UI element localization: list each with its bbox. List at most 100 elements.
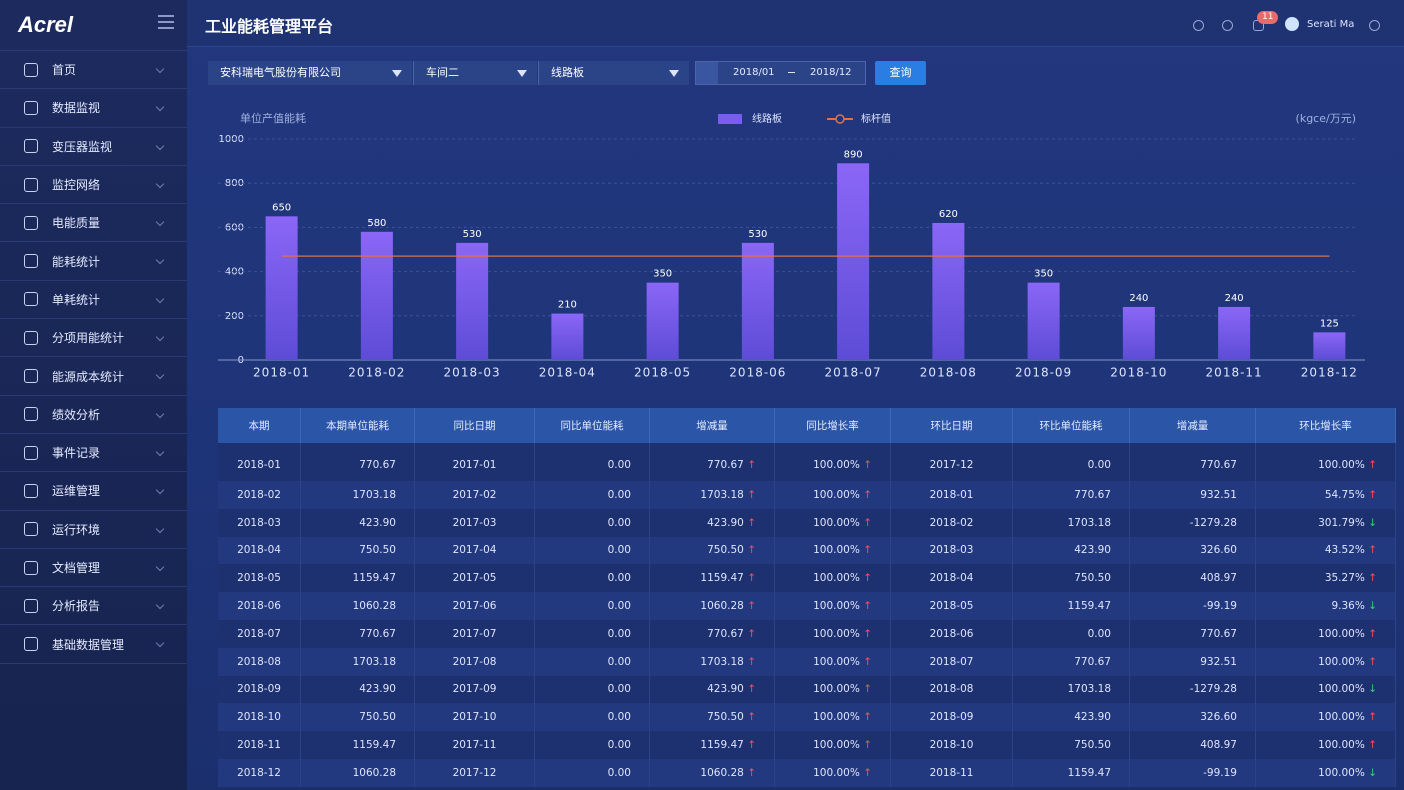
cell-text: 1159.47 ↑ bbox=[700, 572, 756, 585]
x-tick-label: 2018-07 bbox=[825, 366, 882, 380]
menu-item[interactable]: 能耗统计 bbox=[0, 242, 187, 281]
calendar-icon bbox=[696, 62, 718, 84]
menu-item[interactable]: 单耗统计 bbox=[0, 281, 187, 320]
cell-text: 2018-12 bbox=[237, 766, 281, 779]
data-label: 210 bbox=[558, 300, 577, 311]
cell-text: 2017-05 bbox=[452, 572, 497, 585]
table-cell: 2018-01 bbox=[890, 481, 1013, 509]
date-to: 2018/12 bbox=[810, 67, 852, 78]
menu-item[interactable]: 绩效分析 bbox=[0, 396, 187, 434]
menu-label: 运维管理 bbox=[52, 484, 101, 499]
cell-text: 2018-06 bbox=[237, 600, 281, 613]
table-cell: 9.36% ↓ bbox=[1255, 592, 1396, 620]
cell-text: 2017-02 bbox=[452, 488, 497, 501]
table-cell: 1703.18 bbox=[1012, 508, 1130, 537]
table-cell: 2018-03 bbox=[890, 536, 1013, 565]
table-cell: 423.90 bbox=[1012, 536, 1130, 565]
table-row: 2018-05 1159.47 2017-05 0.00 1159.47 ↑ 100.00… bbox=[218, 564, 1396, 593]
cell-text: 0.00 bbox=[607, 627, 631, 640]
table-cell: 326.60 bbox=[1129, 703, 1256, 732]
menu-item[interactable]: 运行环境 bbox=[0, 511, 187, 549]
table-cell: 0.00 bbox=[534, 481, 650, 509]
search-icon[interactable] bbox=[1193, 20, 1204, 31]
cell-text: 770.67 ↑ bbox=[707, 627, 756, 640]
menu-item[interactable]: 事件记录 bbox=[0, 434, 187, 473]
table-cell: 1159.47 bbox=[300, 564, 415, 593]
table-cell: 2018-02 bbox=[890, 508, 1013, 537]
menu-item[interactable]: 电能质量 bbox=[0, 204, 187, 243]
cell-text: 2017-01 bbox=[452, 459, 497, 471]
menu-icon bbox=[24, 637, 38, 652]
menu-item[interactable]: 变压器监视 bbox=[0, 128, 187, 166]
cell-text: 2018-08 bbox=[929, 683, 974, 696]
menu-item[interactable]: 文档管理 bbox=[0, 549, 187, 588]
cell-text: 750.50 bbox=[1074, 739, 1111, 752]
column-header: 同比增长率 bbox=[774, 408, 891, 443]
data-label: 620 bbox=[939, 209, 958, 220]
table-cell: 2017-12 bbox=[890, 443, 1013, 481]
line-select[interactable]: 线路板 bbox=[538, 61, 689, 85]
date-range[interactable]: 2018/01 2018/12 bbox=[695, 61, 866, 85]
menu-toggle[interactable] bbox=[158, 15, 174, 29]
table-cell: 2017-12 bbox=[414, 758, 535, 787]
cell-text: 2017-06 bbox=[452, 600, 497, 613]
cell-text: 100.00% ↑ bbox=[813, 766, 872, 779]
cell-text: 423.90 bbox=[1074, 544, 1111, 557]
cell-text: 770.67 bbox=[1074, 488, 1111, 501]
cell-text: 1159.47 bbox=[1067, 766, 1111, 779]
table-cell: 2018-06 bbox=[218, 592, 301, 620]
table-cell: 2018-05 bbox=[890, 592, 1013, 620]
table-row: 2018-11 1159.47 2017-11 0.00 1159.47 ↑ 100.00… bbox=[218, 731, 1396, 759]
cell-text: 423.90 ↑ bbox=[707, 516, 756, 529]
menu-item[interactable]: 运维管理 bbox=[0, 472, 187, 511]
cell-text: 0.00 bbox=[607, 739, 631, 752]
table-cell: 0.00 bbox=[534, 592, 650, 620]
cell-text: 0.00 bbox=[1087, 627, 1111, 640]
x-tick-label: 2018-05 bbox=[634, 366, 691, 380]
menu-item[interactable]: 能源成本统计 bbox=[0, 357, 187, 396]
avatar[interactable] bbox=[1285, 17, 1299, 31]
table-cell: 750.50 ↑ bbox=[649, 536, 775, 565]
menu-item[interactable]: 监控网络 bbox=[0, 166, 187, 205]
table-cell: 2017-07 bbox=[414, 619, 535, 648]
table-cell: 423.90 bbox=[1012, 703, 1130, 732]
table-cell: 770.67 bbox=[1129, 443, 1256, 481]
help-icon[interactable] bbox=[1222, 20, 1233, 31]
cell-text: -1279.28 bbox=[1189, 516, 1237, 529]
menu-icon bbox=[24, 330, 38, 345]
company-select[interactable]: 安科瑞电气股份有限公司 bbox=[208, 61, 412, 85]
table-cell: 0.00 bbox=[1012, 443, 1130, 481]
query-button[interactable]: 查询 bbox=[875, 61, 926, 85]
cell-text: 2017-12 bbox=[452, 766, 497, 779]
data-label: 125 bbox=[1320, 318, 1339, 329]
cell-text: 2018-03 bbox=[929, 544, 974, 557]
table-cell: 100.00% ↑ bbox=[1255, 647, 1396, 676]
cell-text: 0.00 bbox=[607, 655, 631, 668]
x-tick-label: 2018-11 bbox=[1206, 366, 1263, 380]
menu-item[interactable]: 分析报告 bbox=[0, 587, 187, 626]
table-cell: 2018-02 bbox=[218, 481, 301, 509]
column-header: 同比日期 bbox=[414, 408, 535, 443]
table-cell: 2017-09 bbox=[414, 675, 535, 704]
cell-text: 100.00% ↑ bbox=[1318, 739, 1377, 752]
language-icon[interactable] bbox=[1369, 20, 1380, 31]
table-cell: 750.50 bbox=[1012, 731, 1130, 759]
menu-item[interactable]: 数据监视 bbox=[0, 89, 187, 128]
table-cell: 2018-07 bbox=[218, 619, 301, 648]
menu-item[interactable]: 首页 bbox=[0, 51, 187, 90]
x-tick-label: 2018-01 bbox=[253, 366, 310, 380]
column-header: 本期 bbox=[218, 408, 301, 443]
menu-label: 运行环境 bbox=[52, 522, 101, 537]
cell-text: 100.00% ↓ bbox=[1318, 766, 1377, 779]
cell-text: 423.90 bbox=[1074, 711, 1111, 724]
table-cell: 100.00% ↑ bbox=[774, 592, 891, 620]
menu-item[interactable]: 基础数据管理 bbox=[0, 625, 187, 664]
menu-item[interactable]: 分项用能统计 bbox=[0, 319, 187, 358]
workshop-select[interactable]: 车间二 bbox=[413, 61, 537, 85]
user-name[interactable]: Serati Ma bbox=[1307, 19, 1355, 30]
menu-icon bbox=[24, 254, 38, 269]
table-cell: 1703.18 bbox=[1012, 675, 1130, 704]
table-cell: 1159.47 bbox=[1012, 592, 1130, 620]
legend-label: 线路板 bbox=[752, 112, 782, 125]
table-row: 2018-07 770.67 2017-07 0.00 770.67 ↑ 100.00% … bbox=[218, 619, 1396, 648]
